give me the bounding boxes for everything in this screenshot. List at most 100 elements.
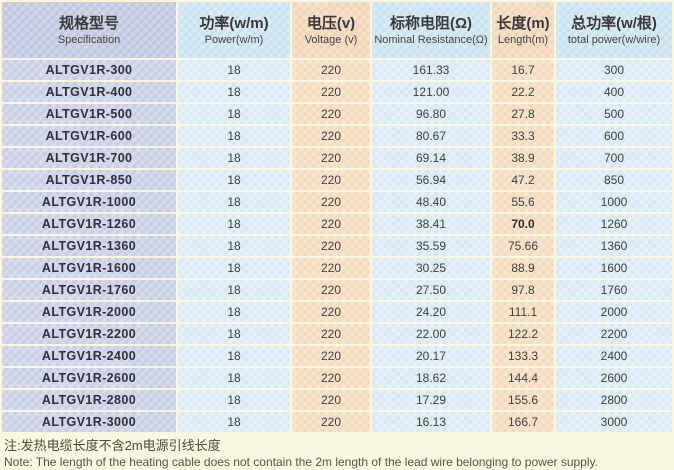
table-row: ALTGV1R-1600 18 220 30.25 88.9 1600 <box>2 258 672 278</box>
note-en: Note: The length of the heating cable do… <box>4 455 598 469</box>
table-cell-total: 300 <box>556 60 672 80</box>
note-zh: 注:发热电缆长度不含2m电源引线长度 <box>4 438 221 453</box>
table-cell-length: 155.6 <box>492 390 554 410</box>
table-row: ALTGV1R-850 18 220 56.94 47.2 850 <box>2 170 672 190</box>
column-header-en: Nominal Resistance(Ω) <box>374 33 488 46</box>
table-cell-resistance: 161.33 <box>372 60 490 80</box>
table-cell-length: 111.1 <box>492 302 554 322</box>
table-cell-resistance: 24.20 <box>372 302 490 322</box>
table-row: ALTGV1R-2600 18 220 18.62 144.4 2600 <box>2 368 672 388</box>
table-cell-length: 33.3 <box>492 126 554 146</box>
table-cell-power: 18 <box>178 346 290 366</box>
table-cell-length: 27.8 <box>492 104 554 124</box>
table-row: ALTGV1R-2200 18 220 22.00 122.2 2200 <box>2 324 672 344</box>
table-cell-power: 18 <box>178 236 290 256</box>
table-cell-voltage: 220 <box>292 368 370 388</box>
table-row: ALTGV1R-1760 18 220 27.50 97.8 1760 <box>2 280 672 300</box>
table-cell-total: 2400 <box>556 346 672 366</box>
table-cell-total: 400 <box>556 82 672 102</box>
table-header-row: 规格型号 Specification 功率(w/m) Power(w/m) 电压(v) V… <box>2 2 672 58</box>
table-cell-length: 22.2 <box>492 82 554 102</box>
table-cell-resistance: 30.25 <box>372 258 490 278</box>
table-cell-resistance: 17.29 <box>372 390 490 410</box>
table-cell-length: 133.3 <box>492 346 554 366</box>
table-cell-total: 1260 <box>556 214 672 234</box>
table-cell-power: 18 <box>178 82 290 102</box>
column-header-power: 功率(w/m) Power(w/m) <box>178 2 290 58</box>
table-row: ALTGV1R-1000 18 220 48.40 55.6 1000 <box>2 192 672 212</box>
column-header-voltage: 电压(v) Voltage (v) <box>292 2 370 58</box>
table-cell-model: ALTGV1R-700 <box>2 148 176 168</box>
table-cell-length: 55.6 <box>492 192 554 212</box>
table-cell-model: ALTGV1R-400 <box>2 82 176 102</box>
table-cell-resistance: 38.41 <box>372 214 490 234</box>
table-cell-length: 47.2 <box>492 170 554 190</box>
table-cell-resistance: 35.59 <box>372 236 490 256</box>
table-cell-voltage: 220 <box>292 258 370 278</box>
column-header-en: Power(w/m) <box>204 33 264 46</box>
table-cell-model: ALTGV1R-3000 <box>2 412 176 432</box>
table-cell-model: ALTGV1R-500 <box>2 104 176 124</box>
table-cell-resistance: 69.14 <box>372 148 490 168</box>
table-cell-resistance: 56.94 <box>372 170 490 190</box>
note: 注:发热电缆长度不含2m电源引线长度 Note: The length of t… <box>0 434 674 470</box>
table-cell-total: 1000 <box>556 192 672 212</box>
column-header-en: Specification <box>57 33 121 46</box>
table-cell-model: ALTGV1R-300 <box>2 60 176 80</box>
table-cell-model: ALTGV1R-2200 <box>2 324 176 344</box>
table-cell-power: 18 <box>178 170 290 190</box>
table-row: ALTGV1R-300 18 220 161.33 16.7 300 <box>2 60 672 80</box>
table-cell-total: 1760 <box>556 280 672 300</box>
column-header-resistance: 标称电阻(Ω) Nominal Resistance(Ω) <box>372 2 490 58</box>
column-header-model: 规格型号 Specification <box>2 2 176 58</box>
column-header-en: Length(m) <box>497 33 549 46</box>
table-cell-model: ALTGV1R-1760 <box>2 280 176 300</box>
table-row: ALTGV1R-400 18 220 121.00 22.2 400 <box>2 82 672 102</box>
table-cell-voltage: 220 <box>292 280 370 300</box>
table-cell-voltage: 220 <box>292 236 370 256</box>
table-cell-resistance: 121.00 <box>372 82 490 102</box>
table-cell-total: 1600 <box>556 258 672 278</box>
table-cell-voltage: 220 <box>292 126 370 146</box>
column-header-en: total power(w/wire) <box>567 33 661 46</box>
table-cell-total: 3000 <box>556 412 672 432</box>
table-row: ALTGV1R-1260 18 220 38.41 70.0 1260 <box>2 214 672 234</box>
column-header-total: 总功率(w/根) total power(w/wire) <box>556 2 672 58</box>
table-row: ALTGV1R-2000 18 220 24.20 111.1 2000 <box>2 302 672 322</box>
table-cell-power: 18 <box>178 192 290 212</box>
table-cell-voltage: 220 <box>292 214 370 234</box>
table-cell-model: ALTGV1R-2400 <box>2 346 176 366</box>
table-row: ALTGV1R-700 18 220 69.14 38.9 700 <box>2 148 672 168</box>
table-cell-voltage: 220 <box>292 170 370 190</box>
table-cell-resistance: 96.80 <box>372 104 490 124</box>
table-cell-voltage: 220 <box>292 192 370 212</box>
table-cell-power: 18 <box>178 60 290 80</box>
table-cell-resistance: 27.50 <box>372 280 490 300</box>
column-header-zh: 标称电阻(Ω) <box>389 14 473 32</box>
table-cell-power: 18 <box>178 258 290 278</box>
table-cell-voltage: 220 <box>292 60 370 80</box>
table-cell-resistance: 18.62 <box>372 368 490 388</box>
table-cell-power: 18 <box>178 126 290 146</box>
table-cell-total: 1360 <box>556 236 672 256</box>
column-header-zh: 电压(v) <box>306 14 356 32</box>
table-cell-resistance: 48.40 <box>372 192 490 212</box>
table-cell-length: 88.9 <box>492 258 554 278</box>
table-cell-power: 18 <box>178 148 290 168</box>
table-cell-voltage: 220 <box>292 302 370 322</box>
table-cell-resistance: 22.00 <box>372 324 490 344</box>
table-cell-voltage: 220 <box>292 82 370 102</box>
table-cell-resistance: 20.17 <box>372 346 490 366</box>
table-row: ALTGV1R-3000 18 220 16.13 166.7 3000 <box>2 412 672 432</box>
column-header-en: Voltage (v) <box>304 33 358 46</box>
table-cell-resistance: 80.67 <box>372 126 490 146</box>
table-cell-power: 18 <box>178 104 290 124</box>
table-cell-model: ALTGV1R-1360 <box>2 236 176 256</box>
table-cell-length: 144.4 <box>492 368 554 388</box>
table-cell-model: ALTGV1R-2000 <box>2 302 176 322</box>
table-cell-model: ALTGV1R-1600 <box>2 258 176 278</box>
column-header-length: 长度(m) Length(m) <box>492 2 554 58</box>
table-cell-voltage: 220 <box>292 412 370 432</box>
table-row: ALTGV1R-600 18 220 80.67 33.3 600 <box>2 126 672 146</box>
table-cell-total: 2200 <box>556 324 672 344</box>
